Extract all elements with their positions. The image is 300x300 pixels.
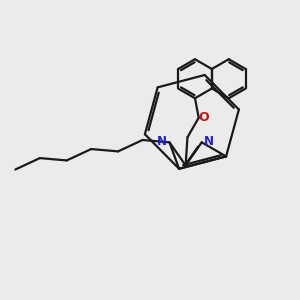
Text: O: O [198,111,209,124]
Text: N: N [204,135,214,148]
Text: N: N [157,135,167,148]
